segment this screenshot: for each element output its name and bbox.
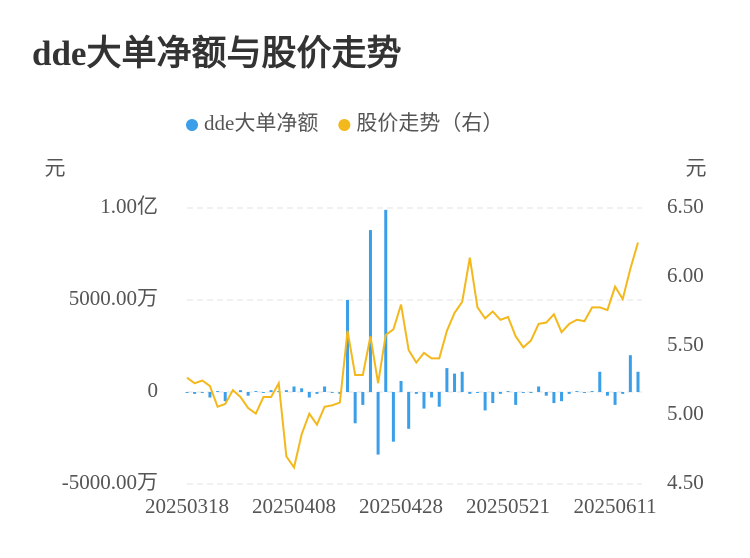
bar [200, 392, 204, 393]
bar [605, 392, 609, 396]
bar [368, 230, 372, 392]
y-axis-title: 元 [45, 156, 66, 180]
bar [384, 209, 388, 392]
bar [506, 391, 510, 392]
bar [544, 392, 548, 396]
bar [567, 392, 571, 394]
bar [628, 355, 632, 392]
bar [353, 392, 357, 424]
legend-swatch [338, 119, 351, 131]
bar [453, 373, 457, 392]
bar [261, 392, 265, 393]
x-tick-label: 20250611 [573, 494, 656, 518]
bar [514, 392, 518, 405]
bar [361, 392, 365, 405]
bar [239, 390, 243, 392]
bar [575, 391, 579, 392]
bar [475, 392, 479, 393]
bar [399, 380, 403, 392]
bar [468, 392, 472, 394]
y2-tick-label: 6.50 [667, 194, 704, 218]
bar [437, 392, 441, 407]
bar [208, 392, 212, 398]
chart-title: dde大单净额与股价走势 [32, 34, 401, 73]
bar [498, 392, 502, 394]
bar [284, 390, 288, 392]
legend-label: 股价走势（右） [356, 111, 503, 135]
bar [414, 392, 418, 394]
bar [323, 386, 327, 392]
bar [307, 392, 311, 398]
y2-tick-label: 5.50 [667, 332, 704, 356]
bar [560, 392, 564, 402]
bar [338, 392, 342, 394]
x-tick-label: 20250521 [466, 494, 550, 518]
bar [598, 371, 602, 392]
bar [330, 392, 334, 393]
x-tick-label: 20250408 [252, 494, 336, 518]
bar [269, 390, 273, 392]
bar [193, 392, 197, 394]
bar [246, 392, 250, 396]
bar [216, 391, 220, 392]
legend-swatch [186, 119, 198, 131]
y2-axis-title: 元 [686, 156, 707, 180]
bar [391, 392, 395, 442]
bar [445, 368, 449, 392]
price-line [186, 242, 639, 470]
bar [292, 386, 296, 392]
bar [613, 392, 617, 405]
legend-label: dde大单净额 [204, 111, 318, 135]
bar [521, 392, 525, 393]
bar [407, 392, 411, 429]
bar [537, 386, 541, 392]
y2-tick-label: 4.50 [667, 470, 704, 494]
bar [430, 392, 434, 398]
bar [552, 392, 556, 404]
bar [422, 392, 426, 409]
y2-tick-label: 5.00 [667, 401, 704, 425]
y-tick-label: -5000.00万 [62, 470, 158, 494]
bar [582, 392, 586, 393]
bar [621, 392, 625, 394]
bar [300, 388, 304, 392]
y-tick-label: 0 [148, 378, 159, 402]
bar [254, 391, 258, 392]
bar [483, 392, 487, 411]
bar [460, 371, 464, 392]
bar [185, 392, 189, 393]
bar [491, 392, 495, 404]
bar [346, 300, 350, 392]
y2-tick-label: 6.00 [667, 263, 704, 287]
bar [636, 371, 640, 392]
bar [590, 391, 594, 392]
y-tick-label: 1.00亿 [100, 194, 158, 218]
bar [315, 392, 319, 394]
bar [529, 392, 533, 393]
x-tick-label: 20250318 [145, 494, 229, 518]
bar [376, 392, 380, 455]
bar [223, 392, 227, 402]
x-tick-label: 20250428 [359, 494, 443, 518]
y-tick-label: 5000.00万 [69, 286, 158, 310]
